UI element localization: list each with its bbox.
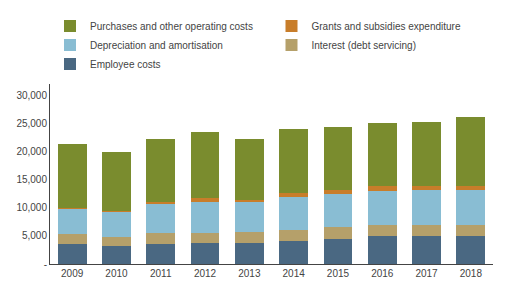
svg-text:2010: 2010	[105, 268, 128, 279]
svg-text:30,000: 30,000	[16, 90, 47, 101]
svg-text:2018: 2018	[460, 268, 483, 279]
svg-text:2012: 2012	[194, 268, 217, 279]
svg-text:Employee costs: Employee costs	[90, 59, 161, 70]
svg-text:15,000: 15,000	[16, 174, 47, 185]
svg-text:Depreciation and amortisation: Depreciation and amortisation	[90, 40, 223, 51]
svg-text:20,000: 20,000	[16, 146, 47, 157]
svg-text:2011: 2011	[150, 268, 172, 279]
svg-text:2015: 2015	[327, 268, 350, 279]
svg-text:5,000: 5,000	[22, 230, 47, 241]
svg-text:2009: 2009	[61, 268, 84, 279]
svg-text:2013: 2013	[238, 268, 261, 279]
svg-text:2017: 2017	[415, 268, 438, 279]
svg-text:25,000: 25,000	[16, 118, 47, 129]
svg-text:10,000: 10,000	[16, 202, 47, 213]
svg-text:Grants and subsidies expenditu: Grants and subsidies expenditure	[312, 21, 461, 32]
svg-text:-: -	[44, 259, 47, 270]
svg-text:Interest (debt servicing): Interest (debt servicing)	[312, 40, 417, 51]
svg-text:2014: 2014	[283, 268, 306, 279]
svg-text:2016: 2016	[371, 268, 394, 279]
svg-text:Purchases and other operating: Purchases and other operating costs	[90, 21, 253, 32]
